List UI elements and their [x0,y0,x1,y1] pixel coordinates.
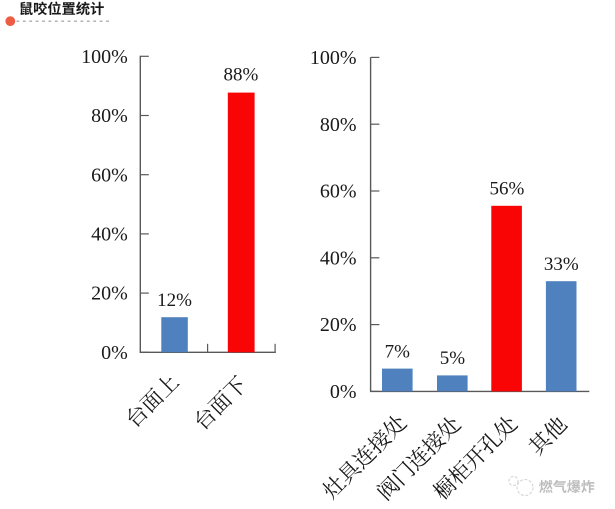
svg-text:80%: 80% [320,114,357,136]
svg-text:60%: 60% [91,164,128,186]
svg-text:40%: 40% [320,247,357,269]
svg-text:12%: 12% [157,290,192,311]
svg-text:5%: 5% [440,348,466,369]
svg-text:100%: 100% [81,46,128,68]
svg-text:60%: 60% [320,181,357,203]
svg-text:20%: 20% [91,283,128,305]
svg-text:0%: 0% [330,381,357,403]
svg-text:56%: 56% [489,179,524,200]
svg-text:0%: 0% [101,342,128,364]
svg-text:33%: 33% [544,254,579,275]
svg-text:100%: 100% [310,47,357,69]
svg-text:88%: 88% [223,65,258,86]
svg-text:40%: 40% [91,224,128,246]
svg-text:80%: 80% [91,105,128,127]
svg-text:7%: 7% [385,341,411,362]
svg-text:20%: 20% [320,314,357,336]
